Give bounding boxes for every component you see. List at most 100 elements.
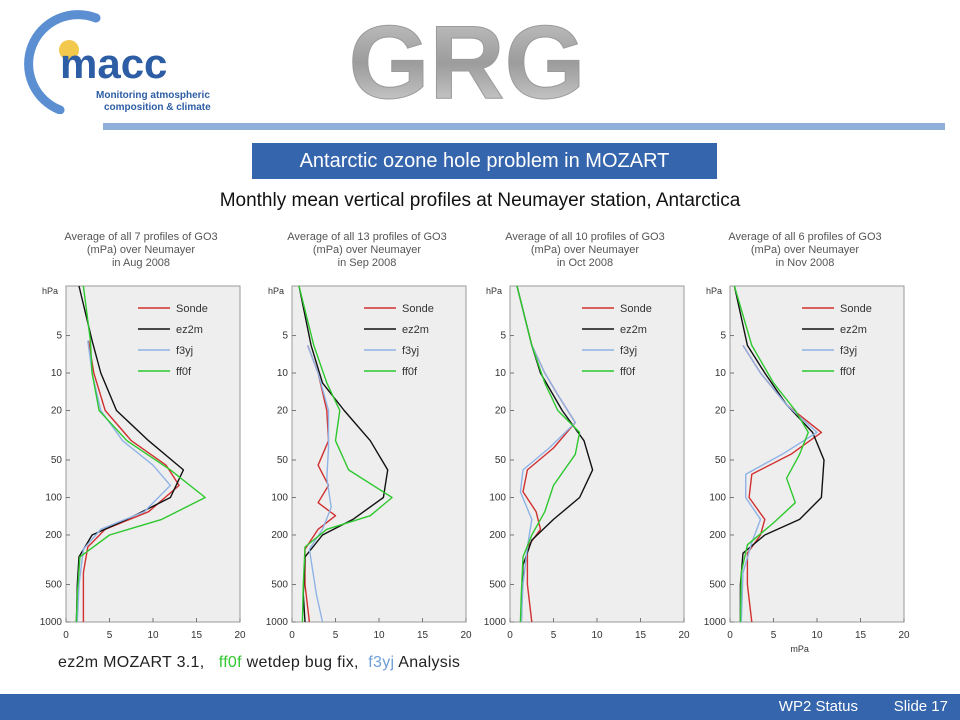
x-tick-label: 0 xyxy=(289,630,295,641)
y-tick-label: 100 xyxy=(45,493,62,504)
legend-label-ff0f: ff0f xyxy=(176,366,192,378)
x-tick-label: 0 xyxy=(63,630,69,641)
series-line-f3yj xyxy=(307,345,332,623)
legend-ez2m-text: ez2m MOZART 3.1, xyxy=(58,654,205,671)
y-tick-label: 5 xyxy=(282,331,288,342)
chart-title-line: (mPa) over Neumayer xyxy=(313,244,422,256)
x-tick-label: 5 xyxy=(333,630,339,641)
series-line-f3yj xyxy=(519,345,576,623)
series-line-ez2m xyxy=(75,285,185,623)
x-tick-label: 5 xyxy=(551,630,557,641)
legend-label-sonde: Sonde xyxy=(176,303,208,315)
x-tick-label: 10 xyxy=(373,630,385,641)
legend-label-ff0f: ff0f xyxy=(402,366,418,378)
y-tick-label: 20 xyxy=(277,405,289,416)
chart-title-line: in Aug 2008 xyxy=(112,257,170,269)
y-tick-label: 500 xyxy=(271,580,288,591)
x-tick-label: 5 xyxy=(107,630,113,641)
macc-logo-text: macc xyxy=(60,40,167,87)
chart-panel-aug: Average of all 7 profiles of GO3 (mPa) ov… xyxy=(30,226,252,660)
legend-label-f3yj: f3yj xyxy=(402,345,419,357)
y-tick-label: 5 xyxy=(56,331,62,342)
ozone-profile-chart-oct: Average of all 10 profiles of GO3(mPa) o… xyxy=(484,231,690,641)
series-line-ez2m xyxy=(733,285,825,622)
y-tick-label: 500 xyxy=(709,580,726,591)
y-tick-label: 1000 xyxy=(704,617,727,628)
y-axis-label: hPa xyxy=(486,286,502,296)
x-tick-label: 0 xyxy=(507,630,513,641)
x-tick-label: 20 xyxy=(898,630,910,641)
x-tick-label: 15 xyxy=(191,630,203,641)
plot-area xyxy=(509,285,685,623)
legend-label-ez2m: ez2m xyxy=(176,324,203,336)
chart-title-line: in Oct 2008 xyxy=(557,257,613,269)
slide-title: Antarctic ozone hole problem in MOZART xyxy=(252,143,717,179)
x-tick-label: 10 xyxy=(591,630,603,641)
series-line-ff0f xyxy=(298,285,393,623)
x-tick-label: 10 xyxy=(811,630,823,641)
chart-title-line: in Nov 2008 xyxy=(776,257,835,269)
y-tick-label: 10 xyxy=(715,368,727,379)
chart-title-line: (mPa) over Neumayer xyxy=(751,244,860,256)
grg-logo: GRG xyxy=(344,5,590,122)
header-divider xyxy=(103,123,945,130)
legend-label-f3yj: f3yj xyxy=(620,345,637,357)
series-line-ff0f xyxy=(733,285,809,623)
y-tick-label: 200 xyxy=(271,530,288,541)
plot-area xyxy=(729,285,905,623)
slide-subtitle: Monthly mean vertical profiles at Neumay… xyxy=(219,190,741,211)
x-tick-label: 15 xyxy=(855,630,867,641)
footer-slide-number: Slide 17 xyxy=(893,698,948,715)
chart-panel-nov: Average of all 6 profiles of GO3 (mPa) ov… xyxy=(694,226,916,660)
y-tick-label: 5 xyxy=(720,331,726,342)
x-tick-label: 20 xyxy=(460,630,472,641)
series-line-f3yj xyxy=(740,345,818,623)
y-axis-label: hPa xyxy=(268,286,284,296)
ozone-profile-chart-sep: Average of all 13 profiles of GO3(mPa) o… xyxy=(266,231,472,641)
chart-title-line: (mPa) over Neumayer xyxy=(531,244,640,256)
x-tick-label: 0 xyxy=(727,630,733,641)
macc-tagline-1: Monitoring atmospheric xyxy=(96,90,210,101)
y-tick-label: 200 xyxy=(709,530,726,541)
x-tick-label: 15 xyxy=(635,630,647,641)
macc-logo: macc Monitoring atmospheric composition … xyxy=(8,10,230,115)
y-tick-label: 500 xyxy=(489,580,506,591)
chart-title-line: (mPa) over Neumayer xyxy=(87,244,196,256)
y-axis-label: hPa xyxy=(706,286,722,296)
plot-area xyxy=(65,285,241,623)
footer-status: WP2 Status xyxy=(778,698,858,715)
y-tick-label: 200 xyxy=(489,530,506,541)
y-axis-label: hPa xyxy=(42,286,58,296)
ozone-profile-chart-aug: Average of all 7 profiles of GO3(mPa) ov… xyxy=(40,231,246,641)
y-tick-label: 100 xyxy=(709,493,726,504)
y-tick-label: 100 xyxy=(489,493,506,504)
legend-label-f3yj: f3yj xyxy=(840,345,857,357)
y-tick-label: 200 xyxy=(45,530,62,541)
series-line-ff0f xyxy=(75,285,206,623)
x-tick-label: 15 xyxy=(417,630,429,641)
ozone-profile-chart-nov: Average of all 6 profiles of GO3(mPa) ov… xyxy=(704,231,910,654)
legend-f3yj-name: f3yj xyxy=(368,654,395,671)
chart-title-line: Average of all 6 profiles of GO3 xyxy=(728,231,881,243)
legend-ff0f-desc: wetdep bug fix, xyxy=(246,654,359,671)
legend-ff0f-name: ff0f xyxy=(218,654,242,671)
chart-panel-sep: Average of all 13 profiles of GO3 (mPa) o… xyxy=(256,226,478,660)
legend-label-f3yj: f3yj xyxy=(176,345,193,357)
y-tick-label: 1000 xyxy=(484,617,507,628)
chart-title-line: Average of all 10 profiles of GO3 xyxy=(505,231,664,243)
chart-panel-oct: Average of all 10 profiles of GO3 (mPa) o… xyxy=(474,226,696,660)
series-line-ff0f xyxy=(516,285,581,623)
y-tick-label: 20 xyxy=(51,405,63,416)
legend-label-ez2m: ez2m xyxy=(840,324,867,336)
legend-label-ff0f: ff0f xyxy=(620,366,636,378)
series-line-f3yj xyxy=(76,340,172,623)
y-tick-label: 50 xyxy=(51,455,63,466)
y-tick-label: 5 xyxy=(500,331,506,342)
legend-f3yj-desc: Analysis xyxy=(398,654,461,671)
legend-label-sonde: Sonde xyxy=(402,303,434,315)
y-tick-label: 10 xyxy=(51,368,63,379)
y-tick-label: 10 xyxy=(277,368,289,379)
model-legend-caption: ez2m MOZART 3.1, ff0f wetdep bug fix, f3… xyxy=(58,654,460,672)
legend-label-sonde: Sonde xyxy=(620,303,652,315)
y-tick-label: 500 xyxy=(45,580,62,591)
